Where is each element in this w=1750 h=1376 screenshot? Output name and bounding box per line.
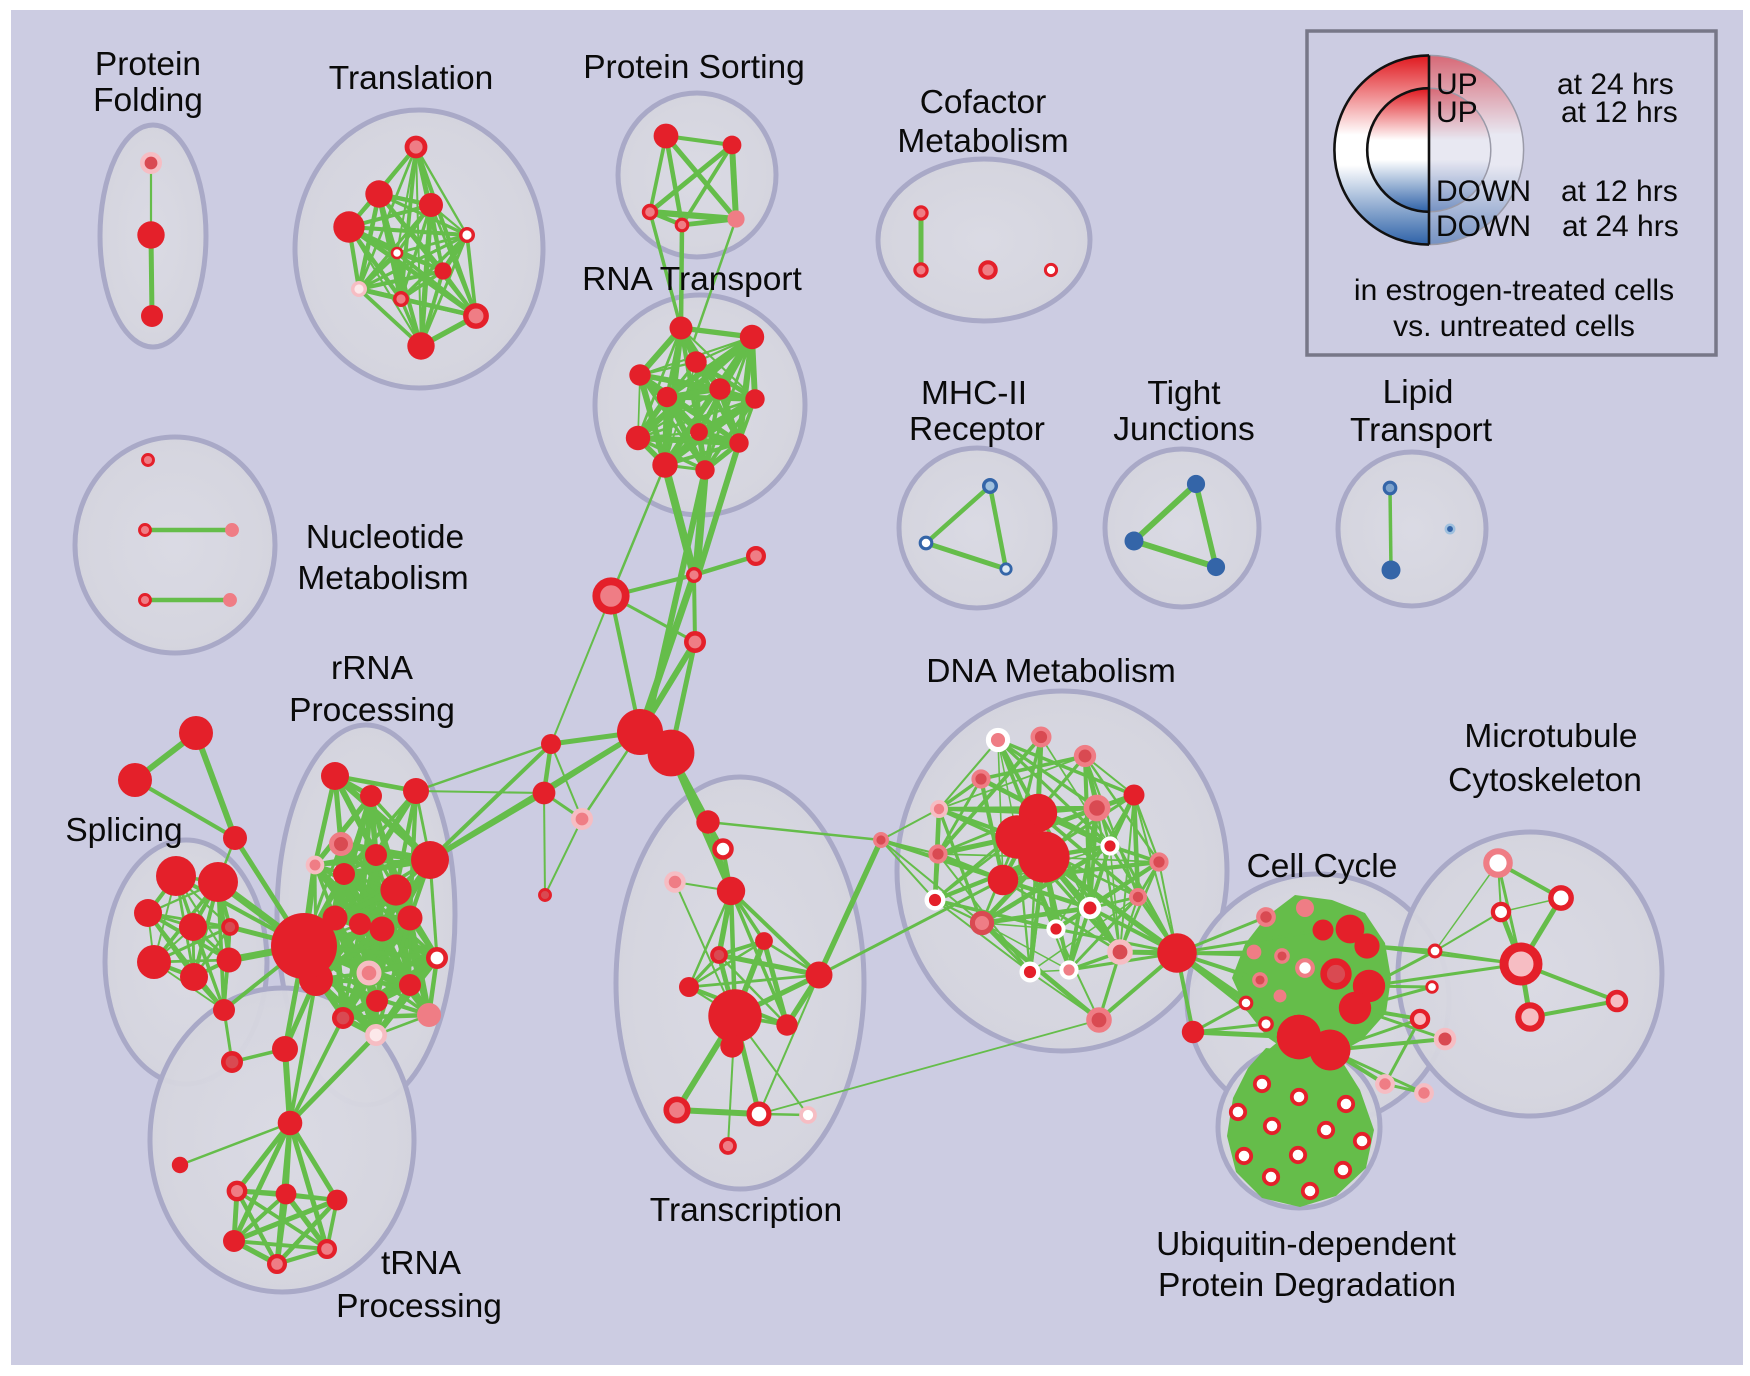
- svg-text:Cofactor: Cofactor: [920, 84, 1047, 121]
- svg-text:Cytoskeleton: Cytoskeleton: [1448, 762, 1642, 799]
- svg-text:Protein Sorting: Protein Sorting: [583, 49, 805, 86]
- svg-text:DOWN: DOWN: [1436, 175, 1531, 208]
- svg-text:Processing: Processing: [289, 692, 455, 729]
- svg-text:UP: UP: [1436, 96, 1478, 129]
- svg-text:DNA Metabolism: DNA Metabolism: [926, 653, 1175, 690]
- svg-text:vs. untreated cells: vs. untreated cells: [1393, 310, 1635, 343]
- svg-text:Receptor: Receptor: [909, 411, 1045, 448]
- svg-text:at 24 hrs: at 24 hrs: [1562, 210, 1679, 243]
- svg-text:Transport: Transport: [1350, 412, 1493, 449]
- svg-text:DOWN: DOWN: [1436, 210, 1531, 243]
- svg-text:in estrogen-treated cells: in estrogen-treated cells: [1354, 274, 1674, 307]
- svg-text:UP: UP: [1436, 68, 1478, 101]
- svg-text:at 12 hrs: at 12 hrs: [1561, 96, 1678, 129]
- svg-text:RNA Transport: RNA Transport: [582, 261, 802, 298]
- svg-text:Lipid: Lipid: [1383, 374, 1454, 411]
- svg-text:Microtubule: Microtubule: [1464, 718, 1637, 755]
- svg-text:MHC-II: MHC-II: [921, 375, 1027, 412]
- svg-text:Transcription: Transcription: [650, 1192, 842, 1229]
- svg-text:Metabolism: Metabolism: [897, 123, 1068, 160]
- svg-text:Junctions: Junctions: [1113, 411, 1255, 448]
- svg-text:Ubiquitin-dependent: Ubiquitin-dependent: [1156, 1226, 1457, 1263]
- svg-text:Cell Cycle: Cell Cycle: [1247, 848, 1398, 885]
- svg-text:Metabolism: Metabolism: [297, 560, 468, 597]
- svg-text:Processing: Processing: [336, 1288, 502, 1325]
- svg-text:Tight: Tight: [1147, 375, 1221, 412]
- svg-text:Splicing: Splicing: [65, 812, 182, 849]
- svg-text:Protein: Protein: [95, 46, 201, 83]
- svg-text:Translation: Translation: [329, 60, 493, 97]
- svg-text:Folding: Folding: [93, 82, 203, 119]
- svg-text:at 24 hrs: at 24 hrs: [1557, 68, 1674, 101]
- svg-text:at 12 hrs: at 12 hrs: [1561, 175, 1678, 208]
- svg-text:tRNA: tRNA: [381, 1245, 462, 1282]
- svg-text:rRNA: rRNA: [331, 650, 414, 687]
- svg-text:Protein Degradation: Protein Degradation: [1158, 1267, 1456, 1304]
- svg-text:Nucleotide: Nucleotide: [306, 519, 464, 556]
